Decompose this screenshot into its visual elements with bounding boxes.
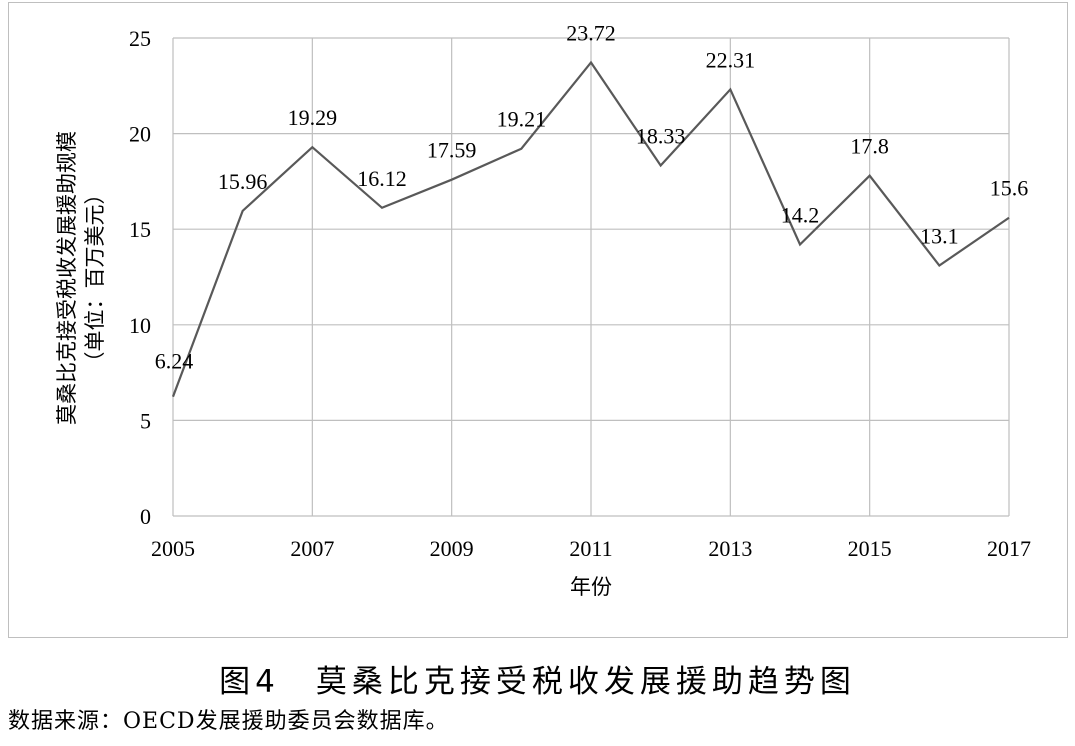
data-source-note: 数据来源：OECD发展援助委员会数据库。 — [8, 709, 449, 734]
y-axis-ticks: 0 5 10 15 20 25 — [129, 26, 151, 529]
data-label: 19.21 — [497, 107, 547, 132]
data-label: 6.24 — [155, 349, 194, 374]
data-label: 15.96 — [218, 169, 268, 194]
data-label: 16.12 — [357, 166, 407, 191]
y-tick-label: 20 — [129, 122, 151, 147]
y-tick-label: 5 — [140, 408, 151, 433]
x-axis-title: 年份 — [570, 575, 612, 599]
x-tick-label: 2005 — [151, 536, 195, 561]
y-axis-title: 莫桑比克接受税收发展援助规模 — [55, 131, 79, 425]
data-label: 17.8 — [850, 134, 889, 159]
y-tick-label: 25 — [129, 26, 151, 51]
data-label: 14.2 — [781, 202, 820, 227]
x-tick-label: 2013 — [708, 536, 752, 561]
data-label: 23.72 — [566, 20, 616, 45]
y-tick-label: 10 — [129, 313, 151, 338]
y-tick-label: 15 — [129, 217, 151, 242]
data-label: 18.33 — [636, 124, 686, 149]
x-tick-label: 2011 — [569, 536, 612, 561]
x-tick-label: 2009 — [430, 536, 474, 561]
grid-lines — [172, 37, 1010, 517]
data-label: 22.31 — [706, 47, 756, 72]
x-axis-ticks: 2005 2007 2009 2011 2013 2015 2017 — [151, 536, 1031, 561]
x-tick-label: 2017 — [987, 536, 1031, 561]
data-label: 19.29 — [288, 105, 338, 130]
data-labels: 6.24 15.96 19.29 16.12 17.59 19.21 23.72 18.33 2… — [155, 20, 1029, 373]
series-group — [171, 60, 1010, 398]
y-tick-label: 0 — [140, 504, 151, 529]
figure-caption: 图4 莫桑比克接受税收发展援助趋势图 — [219, 664, 856, 700]
data-label: 13.1 — [920, 224, 959, 249]
chart-frame — [8, 2, 1068, 638]
data-label: 17.59 — [427, 138, 477, 163]
y-axis-unit: （单位：百万美元） — [83, 184, 107, 373]
x-tick-label: 2015 — [848, 536, 892, 561]
x-tick-label: 2007 — [290, 536, 334, 561]
data-label: 15.6 — [990, 176, 1029, 201]
